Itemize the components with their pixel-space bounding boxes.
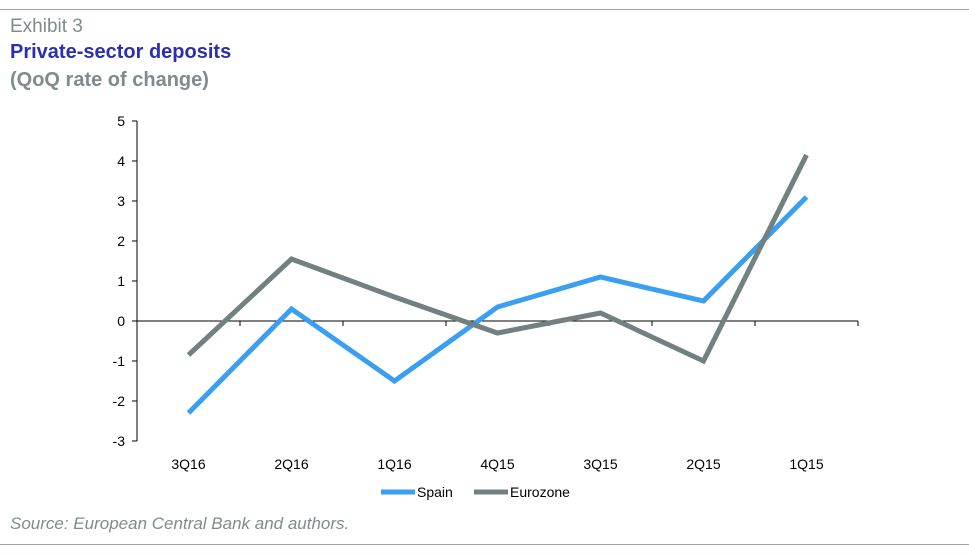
bottom-rule [0,544,969,545]
x-tick-label: 1Q15 [789,456,823,472]
line-chart: 5 4 3 2 1 0 -1 -2 -3 3Q16 2Q16 1Q16 4Q15 3Q15 2Q15 1Q15… [113,113,859,500]
chart-title: Private-sector deposits [10,41,232,63]
y-tick-label: -1 [113,353,126,369]
x-tick-label: 2Q15 [686,456,720,472]
y-tick-label: -2 [113,393,126,409]
x-tick-label: 1Q16 [377,456,411,472]
x-tick-label: 4Q15 [480,456,514,472]
x-tick-label: 3Q15 [583,456,617,472]
chart-subtitle: (QoQ rate of change) [10,69,209,91]
series-line-eurozone [186,153,809,365]
x-tick-label: 2Q16 [274,456,308,472]
exhibit-label: Exhibit 3 [10,16,83,37]
y-tick-label: 2 [117,233,125,249]
legend-label-spain: Spain [417,484,453,500]
x-tick-label: 3Q16 [171,456,205,472]
chart-series [186,153,809,415]
chart-legend: Spain Eurozone [381,484,570,500]
series-line-spain [186,195,809,415]
chart-axes: 5 4 3 2 1 0 -1 -2 -3 3Q16 2Q16 1Q16 4Q15 3Q15 2Q15 1Q15 [113,113,859,472]
y-tick-label: 1 [117,273,125,289]
y-tick-label: 0 [117,313,125,329]
source-note: Source: European Central Bank and author… [10,514,350,533]
y-tick-label: 5 [117,113,125,129]
y-tick-label: 4 [117,153,125,169]
top-rule [0,9,969,10]
y-tick-label: -3 [113,433,126,449]
legend-label-eurozone: Eurozone [510,484,570,500]
y-tick-label: 3 [117,193,125,209]
